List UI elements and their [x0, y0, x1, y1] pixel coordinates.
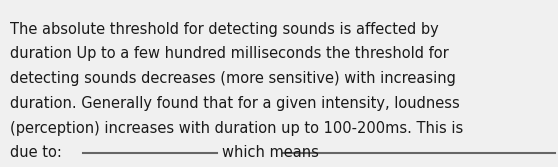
Text: duration. Generally found that for a given intensity, loudness: duration. Generally found that for a giv…: [10, 96, 460, 111]
Text: detecting sounds decreases (more sensitive) with increasing: detecting sounds decreases (more sensiti…: [10, 71, 456, 86]
Text: which means: which means: [222, 145, 319, 160]
Text: The absolute threshold for detecting sounds is affected by: The absolute threshold for detecting sou…: [10, 22, 439, 37]
Text: (perception) increases with duration up to 100-200ms. This is: (perception) increases with duration up …: [10, 121, 463, 136]
Text: duration Up to a few hundred milliseconds the threshold for: duration Up to a few hundred millisecond…: [10, 46, 449, 61]
Text: due to:: due to:: [10, 145, 71, 160]
